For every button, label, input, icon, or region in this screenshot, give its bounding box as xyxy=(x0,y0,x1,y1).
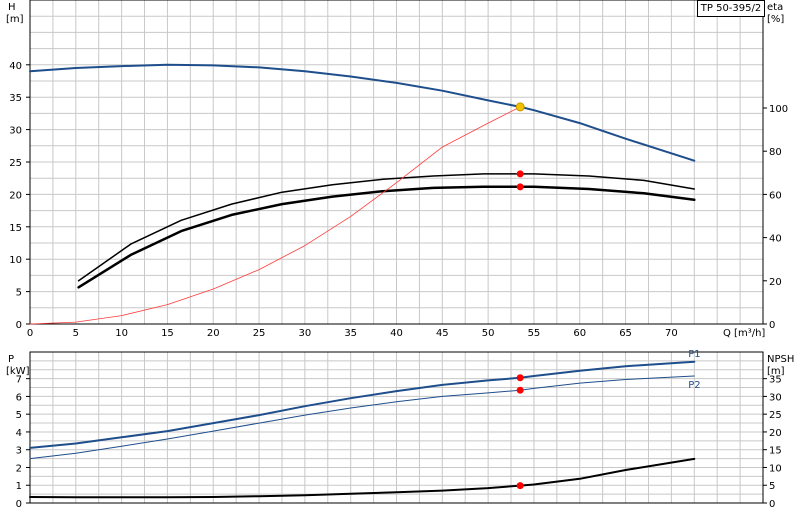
left-tick-label: 0 xyxy=(16,499,22,510)
left-tick-label: 15 xyxy=(9,223,22,234)
duty-point-marker-2 xyxy=(516,482,524,490)
left-tick-label: 4 xyxy=(16,428,22,439)
right-tick-label: 30 xyxy=(769,392,782,403)
x-tick-label: 45 xyxy=(436,328,449,339)
series-line-0 xyxy=(29,63,696,162)
right-tick-label: 100 xyxy=(769,104,788,115)
left-tick-label: 2 xyxy=(16,463,22,474)
series-line-1 xyxy=(77,173,696,282)
left-tick-label: 35 xyxy=(9,93,22,104)
right-tick-label: 0 xyxy=(769,499,775,510)
x-tick-label: 55 xyxy=(528,328,541,339)
duty-point-marker-2 xyxy=(516,183,524,191)
left-tick-label: 6 xyxy=(16,392,22,403)
series-label-p2: P2 xyxy=(688,380,700,391)
x-tick-label: 15 xyxy=(161,328,174,339)
x-tick-label: 40 xyxy=(390,328,403,339)
left-tick-label: 7 xyxy=(16,375,22,386)
series-line-2 xyxy=(29,457,696,499)
x-tick-label: 65 xyxy=(619,328,632,339)
right-tick-label: 20 xyxy=(769,428,782,439)
left-tick-label: 3 xyxy=(16,446,22,457)
series-line-3 xyxy=(29,106,521,325)
right-axis-label-line2: [%] xyxy=(767,14,784,25)
series-line-0 xyxy=(29,360,696,449)
series-label-p1: P1 xyxy=(688,349,700,360)
left-tick-label: 10 xyxy=(9,255,22,266)
right-tick-label: 80 xyxy=(769,147,782,158)
left-tick-label: 30 xyxy=(9,126,22,137)
right-tick-label: 15 xyxy=(769,446,782,457)
plot-frame xyxy=(29,351,764,504)
x-tick-label: 10 xyxy=(115,328,128,339)
left-tick-label: 5 xyxy=(16,410,22,421)
x-tick-label: 50 xyxy=(482,328,495,339)
right-axis-label-line2: [m] xyxy=(767,366,785,377)
left-tick-label: 1 xyxy=(16,481,22,492)
series-line-1 xyxy=(29,375,695,460)
left-tick-label: 25 xyxy=(9,158,22,169)
left-axis-label-line2: [kW] xyxy=(6,366,30,377)
right-tick-label: 35 xyxy=(769,375,782,386)
model-label: TP 50-395/2 xyxy=(697,0,765,17)
series-line-2 xyxy=(77,185,696,289)
duty-point-marker-1 xyxy=(516,170,524,178)
right-tick-label: 60 xyxy=(769,190,782,201)
right-tick-label: 25 xyxy=(769,410,782,421)
right-tick-label: 0 xyxy=(769,320,775,331)
right-axis-label-line1: eta xyxy=(767,2,783,13)
left-axis-label-line2: [m] xyxy=(6,14,24,25)
x-tick-label: 30 xyxy=(299,328,312,339)
x-tick-label: 35 xyxy=(344,328,357,339)
duty-point-marker-0 xyxy=(516,374,524,382)
left-tick-label: 40 xyxy=(9,61,22,72)
right-axis-label-line1: NPSH xyxy=(767,354,794,365)
x-tick-label: 0 xyxy=(27,328,33,339)
x-tick-label: 25 xyxy=(253,328,266,339)
duty-point-marker-1 xyxy=(516,386,524,394)
left-axis-label-line1: P xyxy=(8,354,14,365)
duty-point-marker-0 xyxy=(515,102,525,112)
left-axis-label-line1: H xyxy=(8,2,16,13)
x-tick-label: 5 xyxy=(73,328,79,339)
x-tick-label: 20 xyxy=(207,328,220,339)
lower-panel: 0 1 2 3 4 5 6 7 0 5 10 15 20 25 30 35 P[kW] NPSH[m] P1 P2 xyxy=(6,349,794,510)
left-tick-label: 0 xyxy=(16,320,22,331)
right-tick-label: 10 xyxy=(769,463,782,474)
right-tick-label: 20 xyxy=(769,277,782,288)
right-tick-label: 40 xyxy=(769,234,782,245)
x-axis-label: Q [m³/h] xyxy=(723,328,765,339)
left-tick-label: 20 xyxy=(9,190,22,201)
upper-panel: 0 5 10 15 20 25 30 35 40 0 20 40 60 80 100 H[m] eta[%] 0 5… xyxy=(6,0,788,339)
x-tick-label: 70 xyxy=(665,328,678,339)
left-tick-label: 5 xyxy=(16,288,22,299)
x-tick-label: 60 xyxy=(573,328,586,339)
right-tick-label: 5 xyxy=(769,481,775,492)
